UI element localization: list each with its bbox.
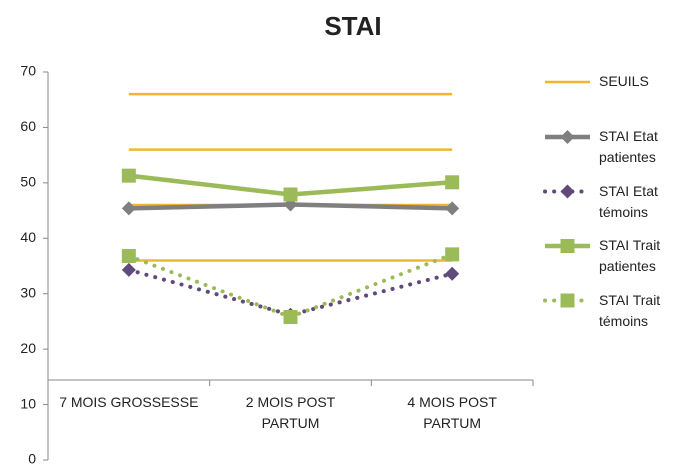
y-tick-label: 40 xyxy=(20,229,36,245)
marker xyxy=(121,262,136,277)
legend-label: SEUILS xyxy=(599,73,649,89)
marker xyxy=(445,266,460,281)
y-tick-label: 20 xyxy=(20,340,36,356)
marker xyxy=(121,168,136,183)
marker xyxy=(445,175,460,190)
marker xyxy=(560,293,575,308)
chart-title: STAI xyxy=(324,11,381,41)
legend-label: STAI Etat témoins xyxy=(599,182,658,220)
series-line xyxy=(126,252,455,320)
legend-label: STAI Trait patientes xyxy=(599,237,661,274)
y-tick-label: 10 xyxy=(20,395,36,411)
marker xyxy=(283,187,298,202)
marker xyxy=(560,239,575,253)
marker xyxy=(283,309,298,324)
marker xyxy=(121,249,136,264)
x-tick-label: 2 MOIS POST PARTUM xyxy=(245,394,336,431)
y-tick-label: 70 xyxy=(20,63,36,79)
y-tick-label: 30 xyxy=(20,284,36,300)
marker xyxy=(121,201,136,216)
y-tick-label: 0 xyxy=(28,451,36,465)
marker xyxy=(445,247,460,262)
marker xyxy=(560,130,575,144)
marker xyxy=(560,184,575,199)
x-tick-label: 7 MOIS GROSSESSE xyxy=(59,394,199,410)
legend-label: STAI Etat patientes xyxy=(599,128,658,165)
series-line xyxy=(126,267,455,317)
y-tick-label: 50 xyxy=(20,174,36,190)
marker xyxy=(445,201,460,216)
y-tick-label: 60 xyxy=(20,118,36,134)
legend-label: STAI Trait témoins xyxy=(599,291,661,329)
x-tick-label: 4 MOIS POST PARTUM xyxy=(407,394,497,431)
